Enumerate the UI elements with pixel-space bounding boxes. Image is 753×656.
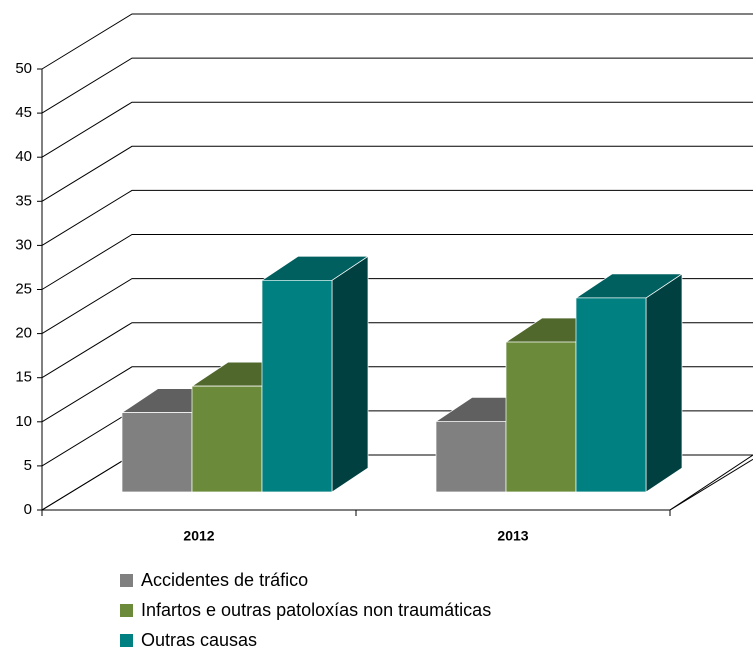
x-tick-label: 2013 [497,528,528,544]
y-tick-label: 50 [15,60,32,77]
grid-line [41,145,753,202]
bar-side [331,255,369,493]
bar-front [121,412,193,493]
y-tick-label: 40 [15,148,32,165]
y-tick-label: 0 [24,501,32,518]
y-tick-label: 5 [24,457,32,474]
grid-line [41,13,753,70]
bar-side [645,273,683,493]
bar-front [505,341,577,493]
bar-front [261,279,333,493]
grid-line [41,57,753,114]
bar-front [575,297,647,493]
legend-label: Outras causas [141,630,257,650]
grid-line [41,278,753,335]
bar [574,273,684,493]
grid-line [41,234,753,290]
floor-edge [669,458,753,511]
y-tick-label: 10 [15,413,32,430]
y-tick-label: 30 [15,236,32,253]
y-tick-label: 35 [15,192,32,209]
x-tick-label: 2012 [183,528,214,544]
y-tick-label: 20 [15,325,32,342]
legend-label: Accidentes de tráfico [141,570,308,590]
legend-swatch [120,604,133,617]
legend-swatch [120,574,133,587]
y-tick-label: 45 [15,104,32,121]
bar-front [191,385,263,493]
y-tick-label: 25 [15,280,32,297]
bar-front [435,421,507,493]
grid-line [41,101,753,158]
grid-line [41,189,753,246]
bar [260,255,370,493]
y-tick-label: 15 [15,369,32,386]
legend-label: Infartos e outras patoloxías non traumát… [141,600,491,620]
legend-swatch [120,634,133,647]
